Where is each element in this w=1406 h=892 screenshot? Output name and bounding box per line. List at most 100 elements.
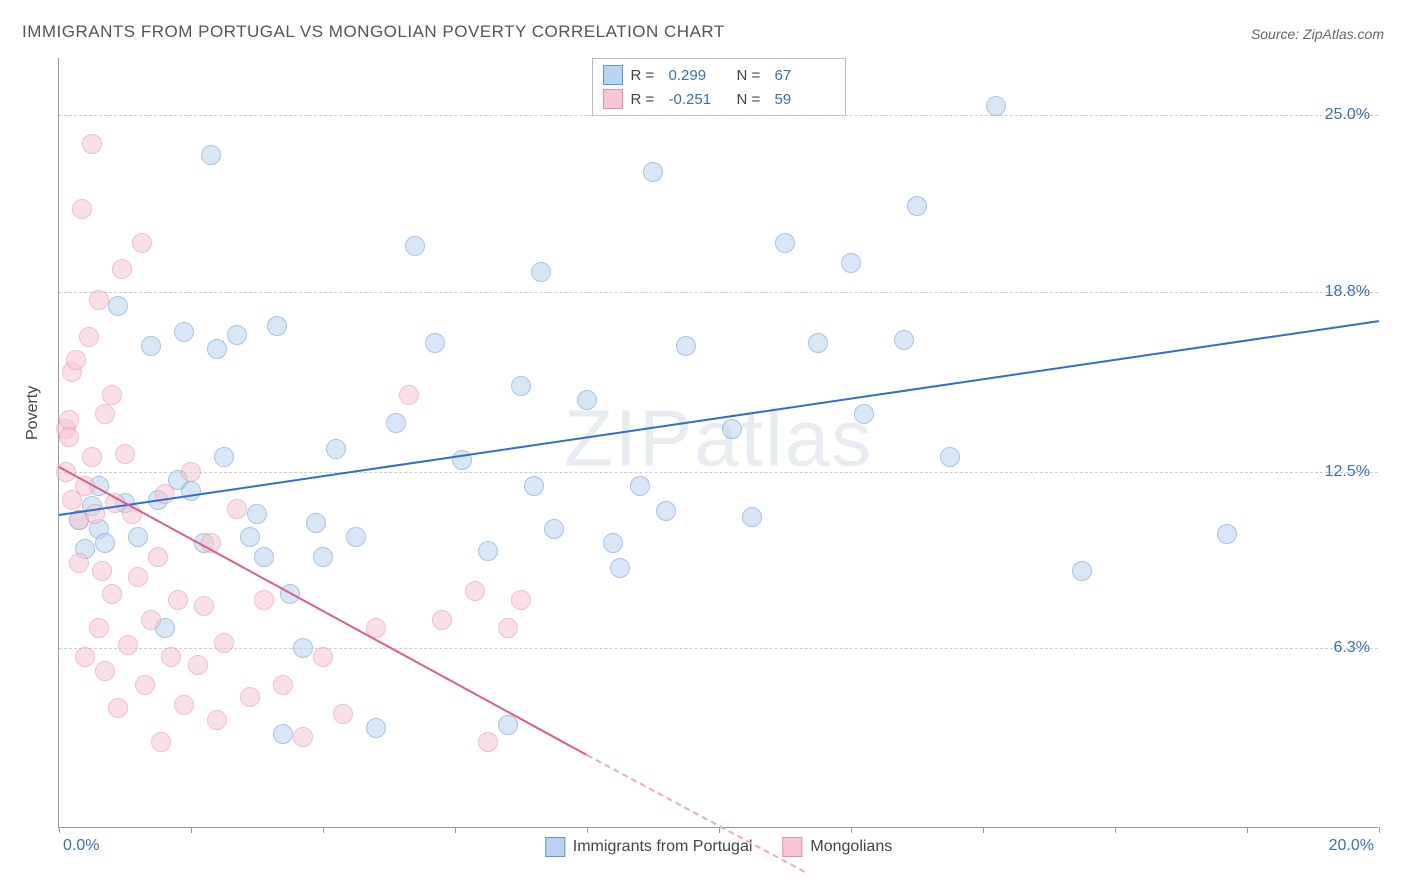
y-tick-label: 18.8% xyxy=(1325,283,1370,301)
data-point xyxy=(201,145,221,165)
data-point xyxy=(207,710,227,730)
data-point xyxy=(174,695,194,715)
data-point xyxy=(82,447,102,467)
legend-swatch xyxy=(782,837,802,857)
data-point xyxy=(141,336,161,356)
data-point xyxy=(108,296,128,316)
data-point xyxy=(432,610,452,630)
source-label: Source: ZipAtlas.com xyxy=(1251,26,1384,42)
legend-label: Immigrants from Portugal xyxy=(573,838,753,856)
x-tick xyxy=(455,827,456,833)
data-point xyxy=(399,385,419,405)
legend-swatch xyxy=(545,837,565,857)
data-point xyxy=(161,647,181,667)
data-point xyxy=(544,519,564,539)
x-tick xyxy=(983,827,984,833)
data-point xyxy=(1217,524,1237,544)
data-point xyxy=(227,325,247,345)
data-point xyxy=(102,584,122,604)
data-point xyxy=(214,447,234,467)
legend-r-label: R = xyxy=(631,91,661,108)
legend-r-value: 0.299 xyxy=(669,67,729,84)
legend-n-label: N = xyxy=(737,91,767,108)
data-point xyxy=(151,732,171,752)
data-point xyxy=(95,404,115,424)
data-point xyxy=(240,527,260,547)
data-point xyxy=(174,322,194,342)
legend-stat-row: R =-0.251N =59 xyxy=(603,87,835,111)
data-point xyxy=(405,236,425,256)
data-point xyxy=(168,590,188,610)
legend-swatch xyxy=(603,89,623,109)
data-point xyxy=(194,596,214,616)
y-tick-label: 12.5% xyxy=(1325,463,1370,481)
data-point xyxy=(531,262,551,282)
data-point xyxy=(128,567,148,587)
data-point xyxy=(610,558,630,578)
data-point xyxy=(498,715,518,735)
gridline xyxy=(59,472,1378,473)
data-point xyxy=(656,501,676,521)
data-point xyxy=(66,350,86,370)
data-point xyxy=(115,444,135,464)
data-point xyxy=(907,196,927,216)
chart-title: IMMIGRANTS FROM PORTUGAL VS MONGOLIAN PO… xyxy=(22,22,725,42)
data-point xyxy=(254,590,274,610)
data-point xyxy=(498,618,518,638)
x-axis-min: 0.0% xyxy=(63,837,99,855)
data-point xyxy=(214,633,234,653)
legend-n-value: 67 xyxy=(775,67,835,84)
data-point xyxy=(128,527,148,547)
data-point xyxy=(75,647,95,667)
data-point xyxy=(524,476,544,496)
data-point xyxy=(425,333,445,353)
data-point xyxy=(92,561,112,581)
data-point xyxy=(240,687,260,707)
data-point xyxy=(132,233,152,253)
y-tick-label: 25.0% xyxy=(1325,106,1370,124)
gridline xyxy=(59,292,1378,293)
data-point xyxy=(854,404,874,424)
data-point xyxy=(465,581,485,601)
data-point xyxy=(577,390,597,410)
data-point xyxy=(603,533,623,553)
x-tick xyxy=(1247,827,1248,833)
legend-r-label: R = xyxy=(631,67,661,84)
data-point xyxy=(511,376,531,396)
legend-item: Mongolians xyxy=(782,837,892,857)
data-point xyxy=(89,290,109,310)
scatter-plot: ZIPatlas R =0.299N =67R =-0.251N =59 Imm… xyxy=(58,58,1378,828)
trend-line xyxy=(59,466,588,756)
data-point xyxy=(366,718,386,738)
data-point xyxy=(95,661,115,681)
data-point xyxy=(148,547,168,567)
legend-stat-row: R = 0.299 N = 67 xyxy=(603,63,835,87)
data-point xyxy=(313,647,333,667)
data-point xyxy=(326,439,346,459)
legend-item: Immigrants from Portugal xyxy=(545,837,753,857)
data-point xyxy=(118,635,138,655)
data-point xyxy=(478,732,498,752)
data-point xyxy=(630,476,650,496)
x-tick xyxy=(191,827,192,833)
x-tick xyxy=(323,827,324,833)
data-point xyxy=(181,462,201,482)
data-point xyxy=(102,385,122,405)
x-tick xyxy=(587,827,588,833)
data-point xyxy=(478,541,498,561)
trend-line xyxy=(59,320,1379,516)
x-axis-max: 20.0% xyxy=(1329,837,1374,855)
data-point xyxy=(82,134,102,154)
watermark: ZIPatlas xyxy=(564,392,873,484)
data-point xyxy=(722,419,742,439)
data-point xyxy=(313,547,333,567)
data-point xyxy=(643,162,663,182)
data-point xyxy=(386,413,406,433)
data-point xyxy=(293,727,313,747)
data-point xyxy=(267,316,287,336)
data-point xyxy=(676,336,696,356)
data-point xyxy=(69,553,89,573)
legend-n-label: N = xyxy=(737,67,767,84)
data-point xyxy=(346,527,366,547)
data-point xyxy=(775,233,795,253)
